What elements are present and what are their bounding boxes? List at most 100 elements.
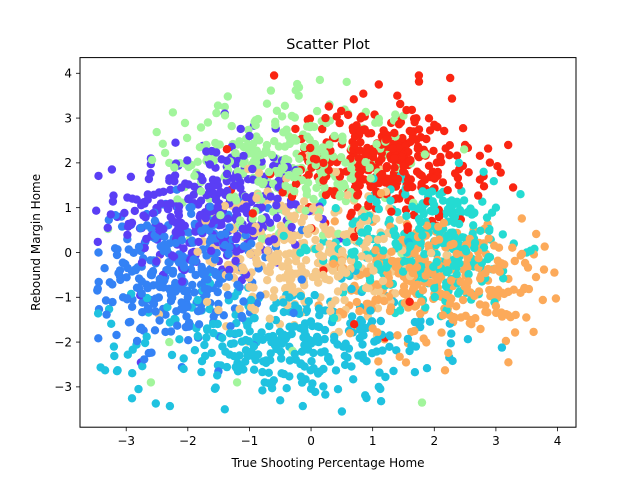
scatter-point [233,367,243,376]
scatter-point [264,379,274,388]
scatter-point [335,118,344,128]
scatter-point [255,241,264,251]
scatter-point [353,191,362,200]
scatter-point [256,291,265,300]
scatter-point [269,303,278,313]
scatter-point [282,384,291,393]
scatter-point [152,257,161,266]
scatter-point [321,113,330,123]
scatter-point [374,382,383,392]
scatter-point [144,305,153,314]
scatter-point [403,175,413,185]
scatter-point [430,284,439,293]
scatter-point [318,124,327,134]
y-tick-label: 4 [64,67,72,81]
scatter-point [319,382,328,391]
scatter-point [148,209,158,218]
scatter-point [170,177,179,186]
scatter-point [144,174,154,184]
scatter-point [137,258,147,267]
scatter-point [337,407,347,416]
scatter-point [374,178,384,188]
scatter-point [140,338,150,348]
scatter-point [377,169,387,179]
scatter-point [179,244,188,253]
scatter-point [426,206,435,216]
y-axis-label: Rebound Margin Home [29,174,43,311]
scatter-point [179,364,188,374]
scatter-point [516,251,525,260]
scatter-point [382,163,391,173]
scatter-point [155,188,164,197]
scatter-point [150,216,160,225]
scatter-point [402,291,411,300]
scatter-point [212,148,221,157]
scatter-point [183,156,192,165]
scatter-point [434,212,444,222]
scatter-point [115,266,125,275]
scatter-point [205,305,214,314]
scatter-point [279,330,288,339]
scatter-point [390,128,399,138]
scatter-point [291,179,301,189]
scatter-point [324,102,333,111]
scatter-point [160,148,170,158]
scatter-point [214,299,223,309]
scatter-point [443,205,453,214]
scatter-point [318,270,328,280]
scatter-point [184,336,193,345]
scatter-point [422,134,431,144]
scatter-point [312,183,321,193]
scatter-point [337,106,346,116]
scatter-point [272,213,282,223]
scatter-point [151,307,160,316]
scatter-point [258,367,267,377]
scatter-point [305,224,315,233]
scatter-point [163,303,172,312]
scatter-point [474,254,483,263]
scatter-point [286,200,295,209]
scatter-point [394,120,404,129]
scatter-point [382,263,391,272]
scatter-point [94,171,103,181]
scatter-point [332,112,341,121]
scatter-point [223,92,232,101]
scatter-point [147,155,157,165]
scatter-point [496,168,505,177]
scatter-point [504,358,513,367]
scatter-point [208,189,217,199]
scatter-point [406,127,416,136]
scatter-point [389,366,398,376]
scatter-point [177,183,186,192]
scatter-point [243,140,253,149]
scatter-point [424,241,433,250]
scatter-point [366,182,375,192]
scatter-point [289,308,298,318]
scatter-point [373,235,383,244]
scatter-point [438,178,448,187]
scatter-point [333,340,342,349]
x-tick-label: −2 [179,434,197,448]
scatter-point [391,110,400,119]
scatter-point [127,394,137,403]
scatter-point [216,211,225,220]
scatter-point [210,255,220,264]
scatter-point [414,125,424,134]
scatter-point [342,268,351,278]
scatter-point [410,326,419,336]
scatter-point [239,266,249,275]
scatter-point [385,331,394,340]
scatter-point [416,322,425,332]
scatter-point [296,291,305,301]
scatter-point [444,348,453,358]
scatter-point [326,307,335,316]
scatter-point [325,275,334,285]
scatter-point [231,148,240,158]
scatter-point [316,251,325,260]
scatter-point [376,316,385,326]
scatter-point [338,136,347,145]
scatter-point [378,276,388,286]
scatter-point [475,151,485,160]
scatter-point [245,282,254,291]
